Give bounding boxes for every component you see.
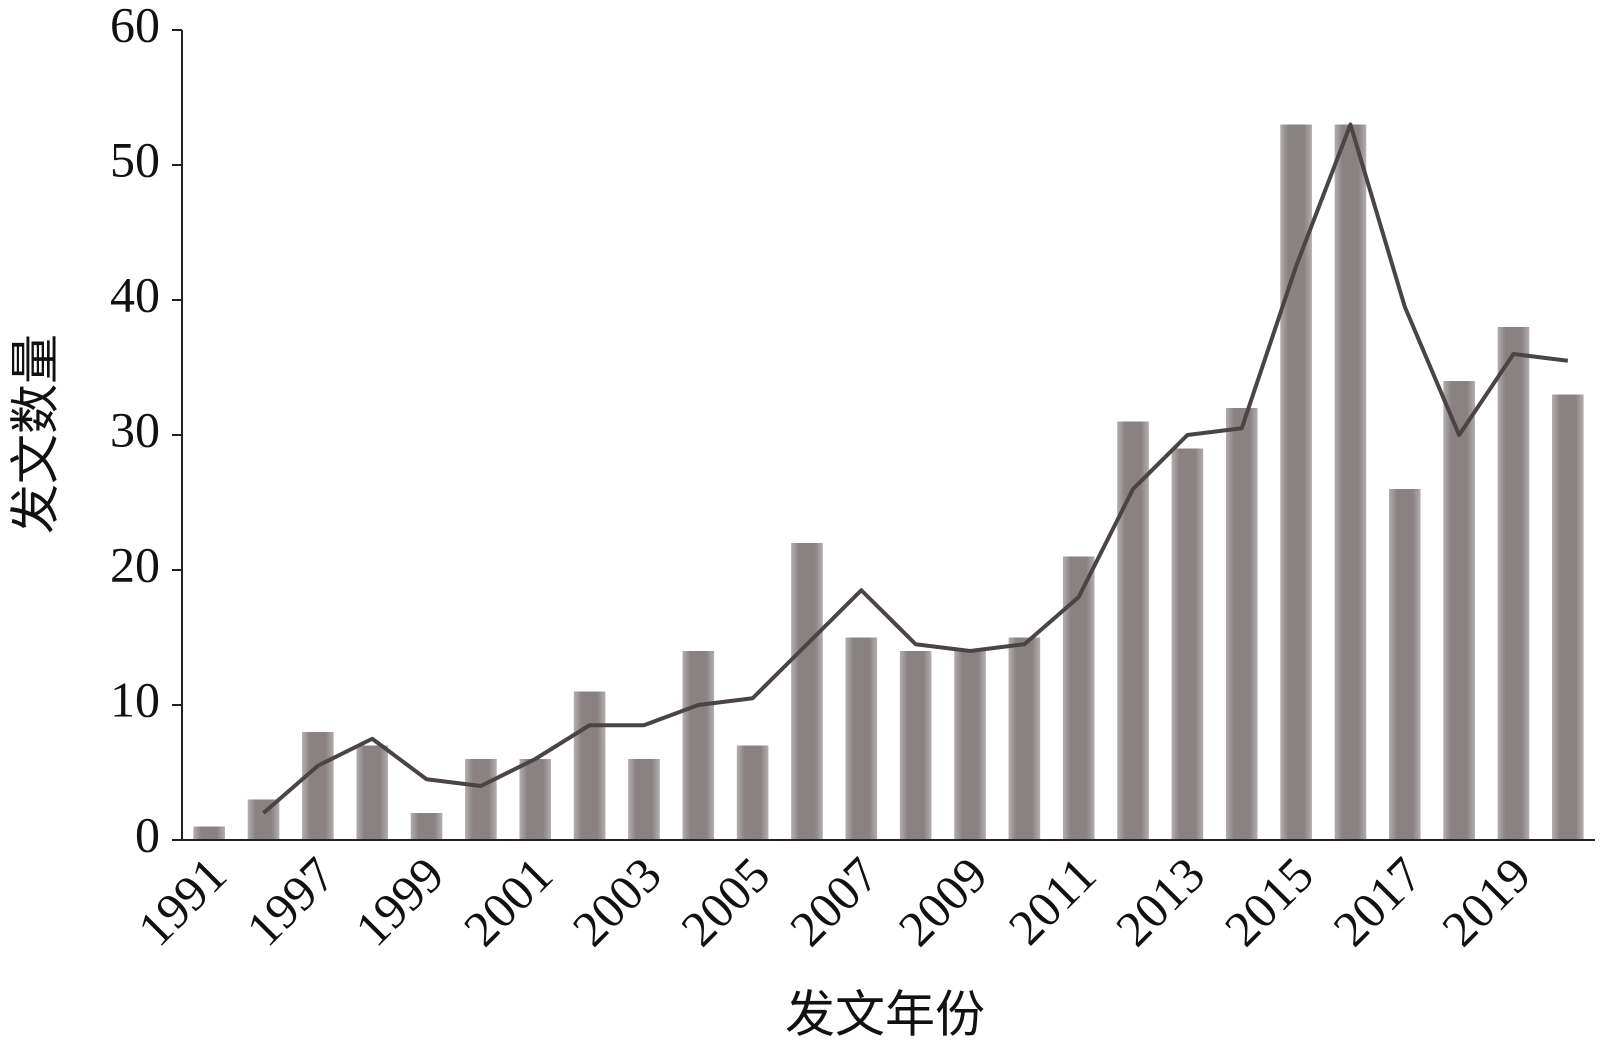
bar-shade: [1008, 637, 1041, 840]
bar-shade: [1171, 448, 1204, 840]
bar-shade: [845, 637, 878, 840]
bar-shade: [791, 543, 823, 840]
x-tick-label: 2015: [1214, 846, 1324, 956]
x-tick-label: 2019: [1431, 846, 1541, 956]
bar-shade: [682, 651, 715, 840]
bar-shade: [1389, 489, 1421, 840]
x-tick-label: 2013: [1105, 846, 1215, 956]
bar-shade: [465, 759, 497, 840]
bar-shade: [1225, 408, 1258, 840]
y-tick-label: 10: [110, 671, 160, 727]
y-tick-label: 40: [110, 266, 160, 322]
y-tick-label: 60: [110, 0, 160, 52]
bar-shade: [573, 691, 606, 840]
trend-line: [262, 122, 1569, 815]
y-axis-title: 发文数量: [7, 334, 63, 534]
bar-shade: [1443, 381, 1475, 840]
x-tick-label: 2001: [453, 846, 563, 956]
x-tick-label: 2009: [888, 846, 998, 956]
bar-shade: [302, 732, 334, 840]
bar-shade: [628, 759, 660, 840]
x-tick-label: 1991: [127, 846, 237, 956]
x-tick-label: 2007: [779, 846, 889, 956]
bar-shade: [410, 813, 443, 840]
x-tick-label: 2017: [1322, 846, 1432, 956]
bar-shade: [519, 759, 552, 840]
x-tick-label: 2005: [670, 846, 780, 956]
y-tick-label: 20: [110, 536, 160, 592]
x-axis-title: 发文年份: [785, 986, 985, 1042]
bar-shade: [193, 826, 225, 840]
bar-shade: [1334, 124, 1367, 840]
x-tick-label: 2011: [998, 846, 1107, 955]
bar-shade: [356, 745, 388, 840]
y-tick-label: 0: [135, 806, 160, 862]
y-tick-label: 30: [110, 401, 160, 457]
y-tick-label: 50: [110, 131, 160, 187]
x-tick-label: 1997: [235, 846, 345, 956]
bar-shade: [954, 651, 986, 840]
bar-shade: [1497, 327, 1530, 840]
bar-shade: [1117, 421, 1149, 840]
bar-shade: [1552, 394, 1584, 840]
x-tick-label: 1999: [344, 846, 454, 956]
bar-shade: [899, 651, 932, 840]
bar-shade: [1280, 124, 1312, 840]
x-tick-label: 2003: [562, 846, 672, 956]
bar-shade: [736, 745, 769, 840]
